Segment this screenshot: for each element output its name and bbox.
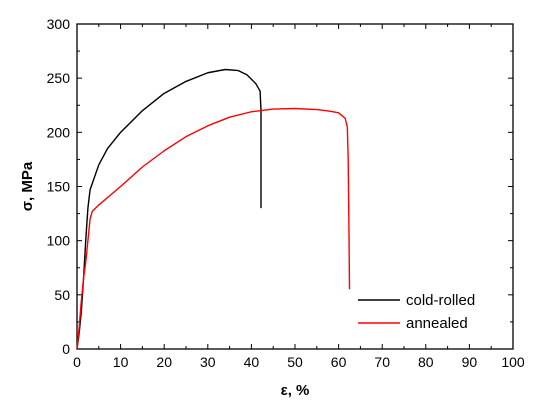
x-tick-label: 60 xyxy=(331,354,347,370)
x-tick-label: 20 xyxy=(156,354,172,370)
y-tick-label: 200 xyxy=(47,124,71,140)
x-tick-label: 40 xyxy=(244,354,260,370)
y-tick-label: 100 xyxy=(47,233,71,249)
x-tick-label: 10 xyxy=(113,354,129,370)
series-line-annealed xyxy=(76,107,351,350)
legend-label-cold-rolled: cold-rolled xyxy=(406,292,475,309)
x-tick-label: 50 xyxy=(287,354,303,370)
x-tick-label: 90 xyxy=(462,354,478,370)
legend: cold-rolled annealed xyxy=(358,292,475,332)
plot-area: 0 10 20 30 40 50 60 70 80 90 100 0 50 100 150 200 250 300 xyxy=(47,16,525,370)
y-axis-title: σ, MPa xyxy=(19,161,36,211)
series-line-cold-rolled xyxy=(76,68,262,350)
x-tick-label: 100 xyxy=(501,354,525,370)
x-axis-title: ε, % xyxy=(281,382,310,399)
x-tick-label: 30 xyxy=(200,354,216,370)
legend-label-annealed: annealed xyxy=(406,315,468,332)
y-tick-label: 150 xyxy=(47,179,71,195)
y-tick-label: 250 xyxy=(47,70,71,86)
x-tick-label: 70 xyxy=(374,354,390,370)
y-tick-label: 50 xyxy=(54,287,70,303)
y-tick-label: 0 xyxy=(62,341,70,357)
y-tick-label: 300 xyxy=(47,16,71,32)
x-tick-label: 0 xyxy=(73,354,81,370)
x-tick-label: 80 xyxy=(418,354,434,370)
